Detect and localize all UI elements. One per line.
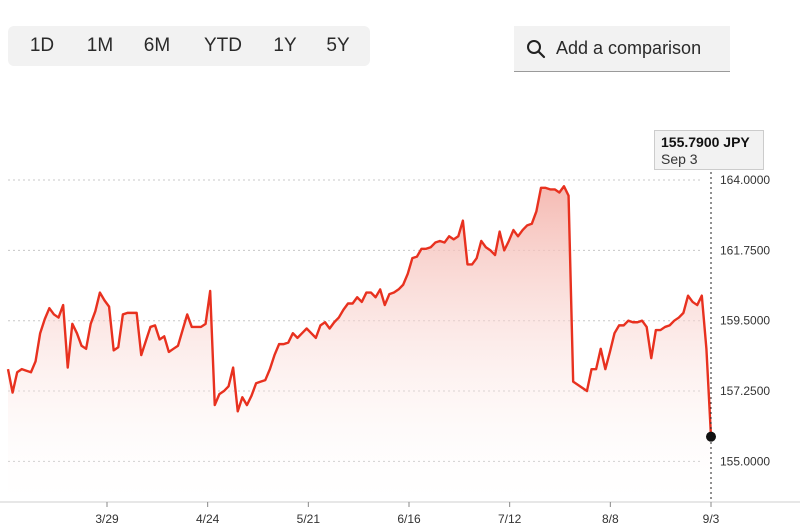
x-tick-label: 6/16 [397, 512, 421, 526]
x-tick-label: 8/8 [602, 512, 619, 526]
search-icon [526, 38, 548, 60]
price-area [8, 186, 711, 502]
range-tab-6m[interactable]: 6M [143, 35, 171, 56]
last-price-marker [706, 431, 716, 442]
price-tooltip: 155.7900 JPY Sep 3 [654, 130, 764, 170]
tooltip-value: 155.7900 JPY [661, 134, 750, 150]
price-line [6, 185, 713, 437]
x-tick-label: 9/3 [703, 512, 720, 526]
y-tick-label: 161.7500 [720, 243, 770, 257]
y-tick-label: 159.5000 [720, 314, 770, 328]
y-tick-label: 164.0000 [720, 173, 770, 187]
comparison-input[interactable] [556, 38, 726, 59]
range-tab-5y[interactable]: 5Y [326, 35, 350, 56]
x-tick-label: 3/29 [95, 512, 119, 526]
x-tick-label: 5/21 [297, 512, 321, 526]
range-tab-ytd[interactable]: YTD [204, 35, 242, 56]
range-selector: 1D 1M 6M YTD 1Y 5Y [8, 26, 370, 66]
comparison-search[interactable] [514, 26, 730, 72]
y-tick-label: 155.0000 [720, 454, 770, 468]
range-tab-1y[interactable]: 1Y [273, 35, 297, 56]
range-tab-1d[interactable]: 1D [29, 35, 55, 56]
x-tick-label: 4/24 [196, 512, 220, 526]
range-tab-1m[interactable]: 1M [86, 35, 114, 56]
x-tick-label: 7/12 [498, 512, 522, 526]
y-tick-label: 157.2500 [720, 384, 770, 398]
tooltip-date: Sep 3 [661, 151, 698, 167]
